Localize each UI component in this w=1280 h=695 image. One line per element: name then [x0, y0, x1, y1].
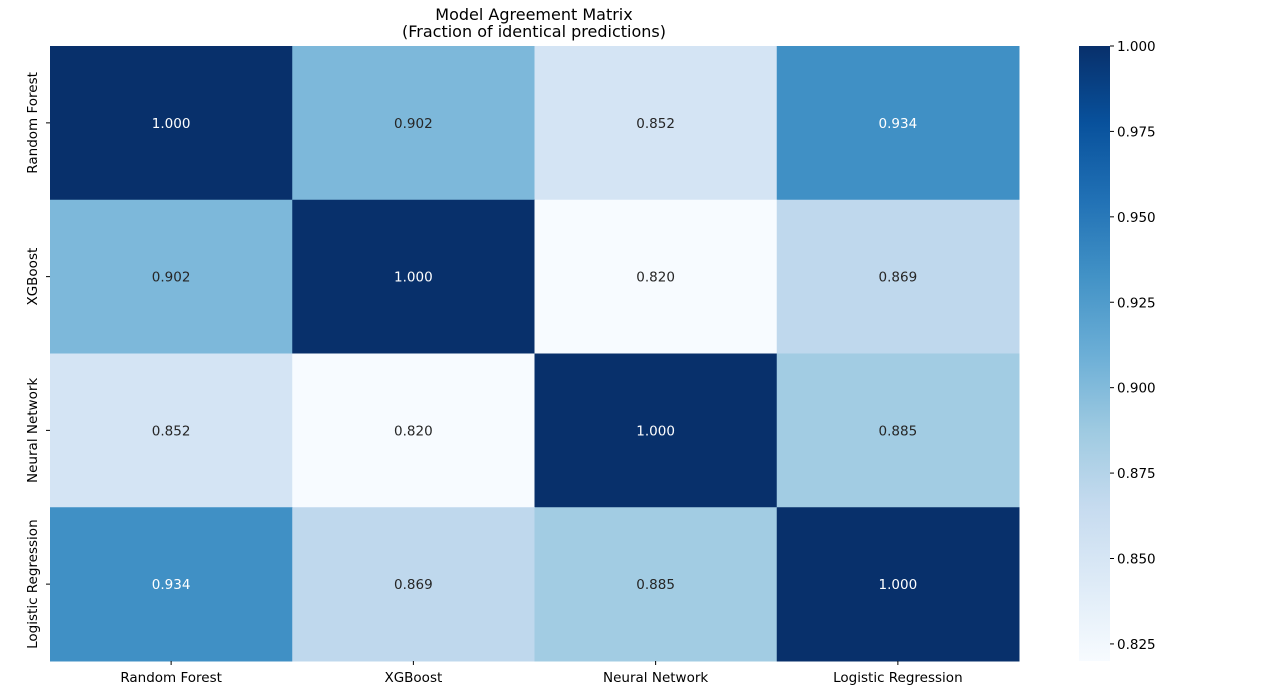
column-tick-label: Random Forest [120, 670, 222, 686]
column-tick-label: Neural Network [603, 670, 708, 686]
cell-value-label: 1.000 [879, 577, 918, 593]
heatmap-cell [776, 46, 1020, 201]
heatmap-cell [534, 199, 778, 354]
cell-value-label: 0.820 [636, 270, 675, 286]
heatmap-cell [50, 353, 293, 508]
cell-value-label: 1.000 [394, 270, 433, 286]
colorbar-tick-label: 0.875 [1117, 466, 1156, 482]
heatmap-cell [534, 353, 778, 508]
colorbar-tick-label: 0.925 [1117, 295, 1156, 311]
heatmap-cell [50, 507, 293, 662]
heatmap-cell [292, 507, 535, 662]
row-tick-label: Logistic Regression [25, 519, 41, 649]
cell-value-label: 0.820 [394, 423, 433, 439]
cell-value-label: 1.000 [152, 116, 191, 132]
colorbar-tick-label: 0.950 [1117, 210, 1156, 226]
heatmap-cell [292, 353, 535, 508]
cell-value-label: 0.852 [636, 116, 675, 132]
heatmap-cell [50, 199, 293, 354]
column-tick-label: XGBoost [384, 670, 442, 686]
heatmap-cell [292, 199, 535, 354]
heatmap-cell [534, 507, 778, 662]
column-tick-label: Logistic Regression [833, 670, 963, 686]
cell-value-label: 1.000 [636, 423, 675, 439]
colorbar-ticks: 0.825 0.850 0.875 0.900 0.925 0.950 0.975 1.000 [1110, 39, 1156, 653]
cell-value-label: 0.869 [879, 270, 918, 286]
chart-subtitle: (Fraction of identical predictions) [402, 22, 666, 41]
row-tick-label: Neural Network [25, 378, 41, 483]
heatmap-cell [776, 353, 1020, 508]
cell-value-label: 0.934 [879, 116, 918, 132]
heatmap-cell [50, 46, 293, 201]
row-tick-labels: Random Forest XGBoost Neural Network Logist… [25, 72, 50, 649]
heatmap-cell [776, 507, 1020, 662]
colorbar-tick-label: 0.975 [1117, 124, 1156, 140]
heatmap-cell [292, 46, 535, 201]
colorbar-tick-label: 0.825 [1117, 637, 1156, 653]
cell-value-label: 0.852 [152, 423, 191, 439]
row-tick-label: XGBoost [25, 248, 41, 306]
heatmap-cell [776, 199, 1020, 354]
heatmap-cell [534, 46, 778, 201]
colorbar-tick-label: 1.000 [1117, 39, 1156, 55]
colorbar [1079, 46, 1110, 661]
chart-title: Model Agreement Matrix [435, 5, 632, 24]
cell-value-label: 0.902 [152, 270, 191, 286]
column-tick-labels: Random Forest XGBoost Neural Network Logist… [120, 661, 963, 686]
colorbar-tick-label: 0.850 [1117, 552, 1156, 568]
cell-value-label: 0.869 [394, 577, 433, 593]
cell-value-label: 0.885 [879, 423, 918, 439]
cell-value-label: 0.934 [152, 577, 191, 593]
cell-value-label: 0.885 [636, 577, 675, 593]
cell-value-label: 0.902 [394, 116, 433, 132]
colorbar-tick-label: 0.900 [1117, 381, 1156, 397]
heatmap-cells: 1.000 0.902 0.852 0.934 0.902 1.000 0.820 0.869… [50, 46, 1020, 662]
row-tick-label: Random Forest [25, 72, 41, 174]
